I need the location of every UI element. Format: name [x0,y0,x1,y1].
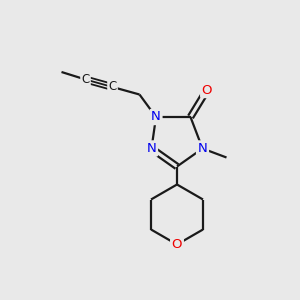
Text: N: N [198,142,207,155]
Text: O: O [172,238,182,251]
Text: N: N [147,142,156,155]
Text: N: N [151,110,161,124]
Text: O: O [202,83,212,97]
Text: C: C [81,73,90,86]
Text: C: C [108,80,117,94]
